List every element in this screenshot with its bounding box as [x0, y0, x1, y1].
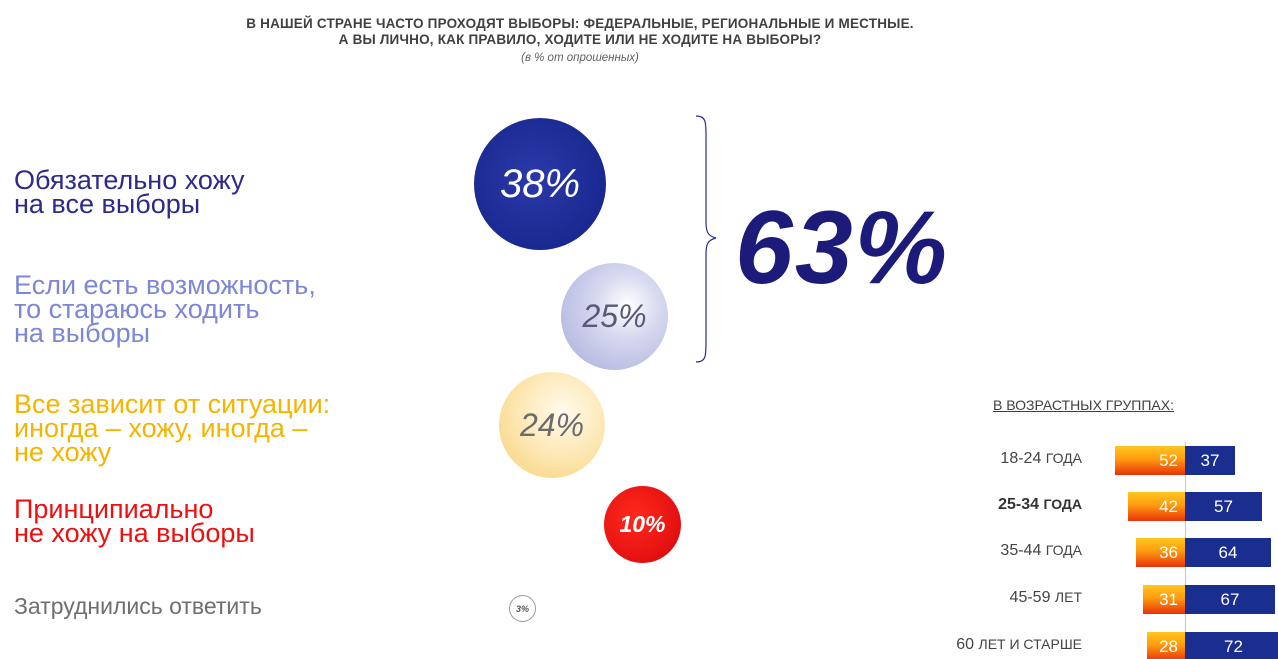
age-group-unit: года	[1045, 542, 1082, 558]
chart-title-line1: В нашей стране часто проходят выборы: фе…	[246, 16, 914, 31]
bar-vote: 67	[1185, 585, 1275, 614]
bubble-label-25: 25%	[582, 298, 647, 334]
bar-vote: 64	[1185, 538, 1271, 567]
bubble-38: 38%	[474, 118, 606, 250]
age-group-range: 60	[956, 636, 979, 653]
bar-not-vote: 42	[1128, 492, 1185, 521]
answer-label-4: Принципиально не хожу на выборы	[14, 494, 255, 548]
answer-label-2: Если есть возможность, то стараюсь ходит…	[14, 270, 316, 348]
age-group-range: 25-34	[998, 496, 1044, 513]
bubble-label-10: 10%	[619, 511, 666, 537]
bubble-10: 10%	[604, 486, 681, 563]
bracket-icon	[695, 115, 717, 363]
bar-not-vote: 31	[1143, 585, 1185, 614]
bar-not-vote: 28	[1147, 632, 1185, 659]
age-groups-title: в возрастных группах:	[993, 397, 1175, 413]
age-group-label: 35-44 года	[0, 542, 1082, 560]
age-group-unit: лет и старше	[978, 636, 1083, 652]
age-group-unit: года	[1043, 496, 1082, 512]
bar-vote: 37	[1185, 446, 1235, 475]
bar-vote: 57	[1185, 492, 1262, 521]
bubble-3: 3%	[509, 595, 536, 622]
chart-title: В нашей стране часто проходят выборы: фе…	[0, 16, 1160, 48]
chart-title-line2: А Вы лично, как правило, ходите или не х…	[338, 32, 822, 47]
bar-vote: 72	[1185, 632, 1278, 659]
age-group-label: 45-59 лет	[0, 589, 1082, 607]
age-group-range: 45-59	[1009, 589, 1055, 606]
age-group-range: 35-44	[1000, 542, 1046, 559]
bubble-label-38: 38%	[499, 161, 581, 206]
bar-not-vote: 52	[1115, 446, 1185, 475]
bubble-label-24: 24%	[519, 406, 585, 443]
bubble-25: 25%	[561, 263, 668, 370]
bubble-24: 24%	[499, 372, 605, 478]
age-group-label: 60 лет и старше	[0, 636, 1082, 654]
age-group-label: 18-24 года	[0, 450, 1082, 468]
bar-not-vote: 36	[1136, 538, 1185, 567]
age-group-range: 18-24	[1000, 450, 1046, 467]
answer-label-1: Обязательно хожу на все выборы	[14, 165, 245, 219]
age-group-unit: года	[1045, 450, 1082, 466]
chart-subtitle: (в % от опрошенных)	[521, 52, 639, 64]
answer-label-5: Затруднились ответить	[14, 593, 262, 619]
bubble-label-3: 3%	[515, 603, 529, 614]
age-group-unit: лет	[1054, 589, 1082, 605]
bracket-total: 63%	[735, 190, 950, 306]
answer-label-3: Все зависит от ситуации: иногда – хожу, …	[14, 389, 331, 467]
age-group-label: 25-34 года	[0, 496, 1082, 514]
